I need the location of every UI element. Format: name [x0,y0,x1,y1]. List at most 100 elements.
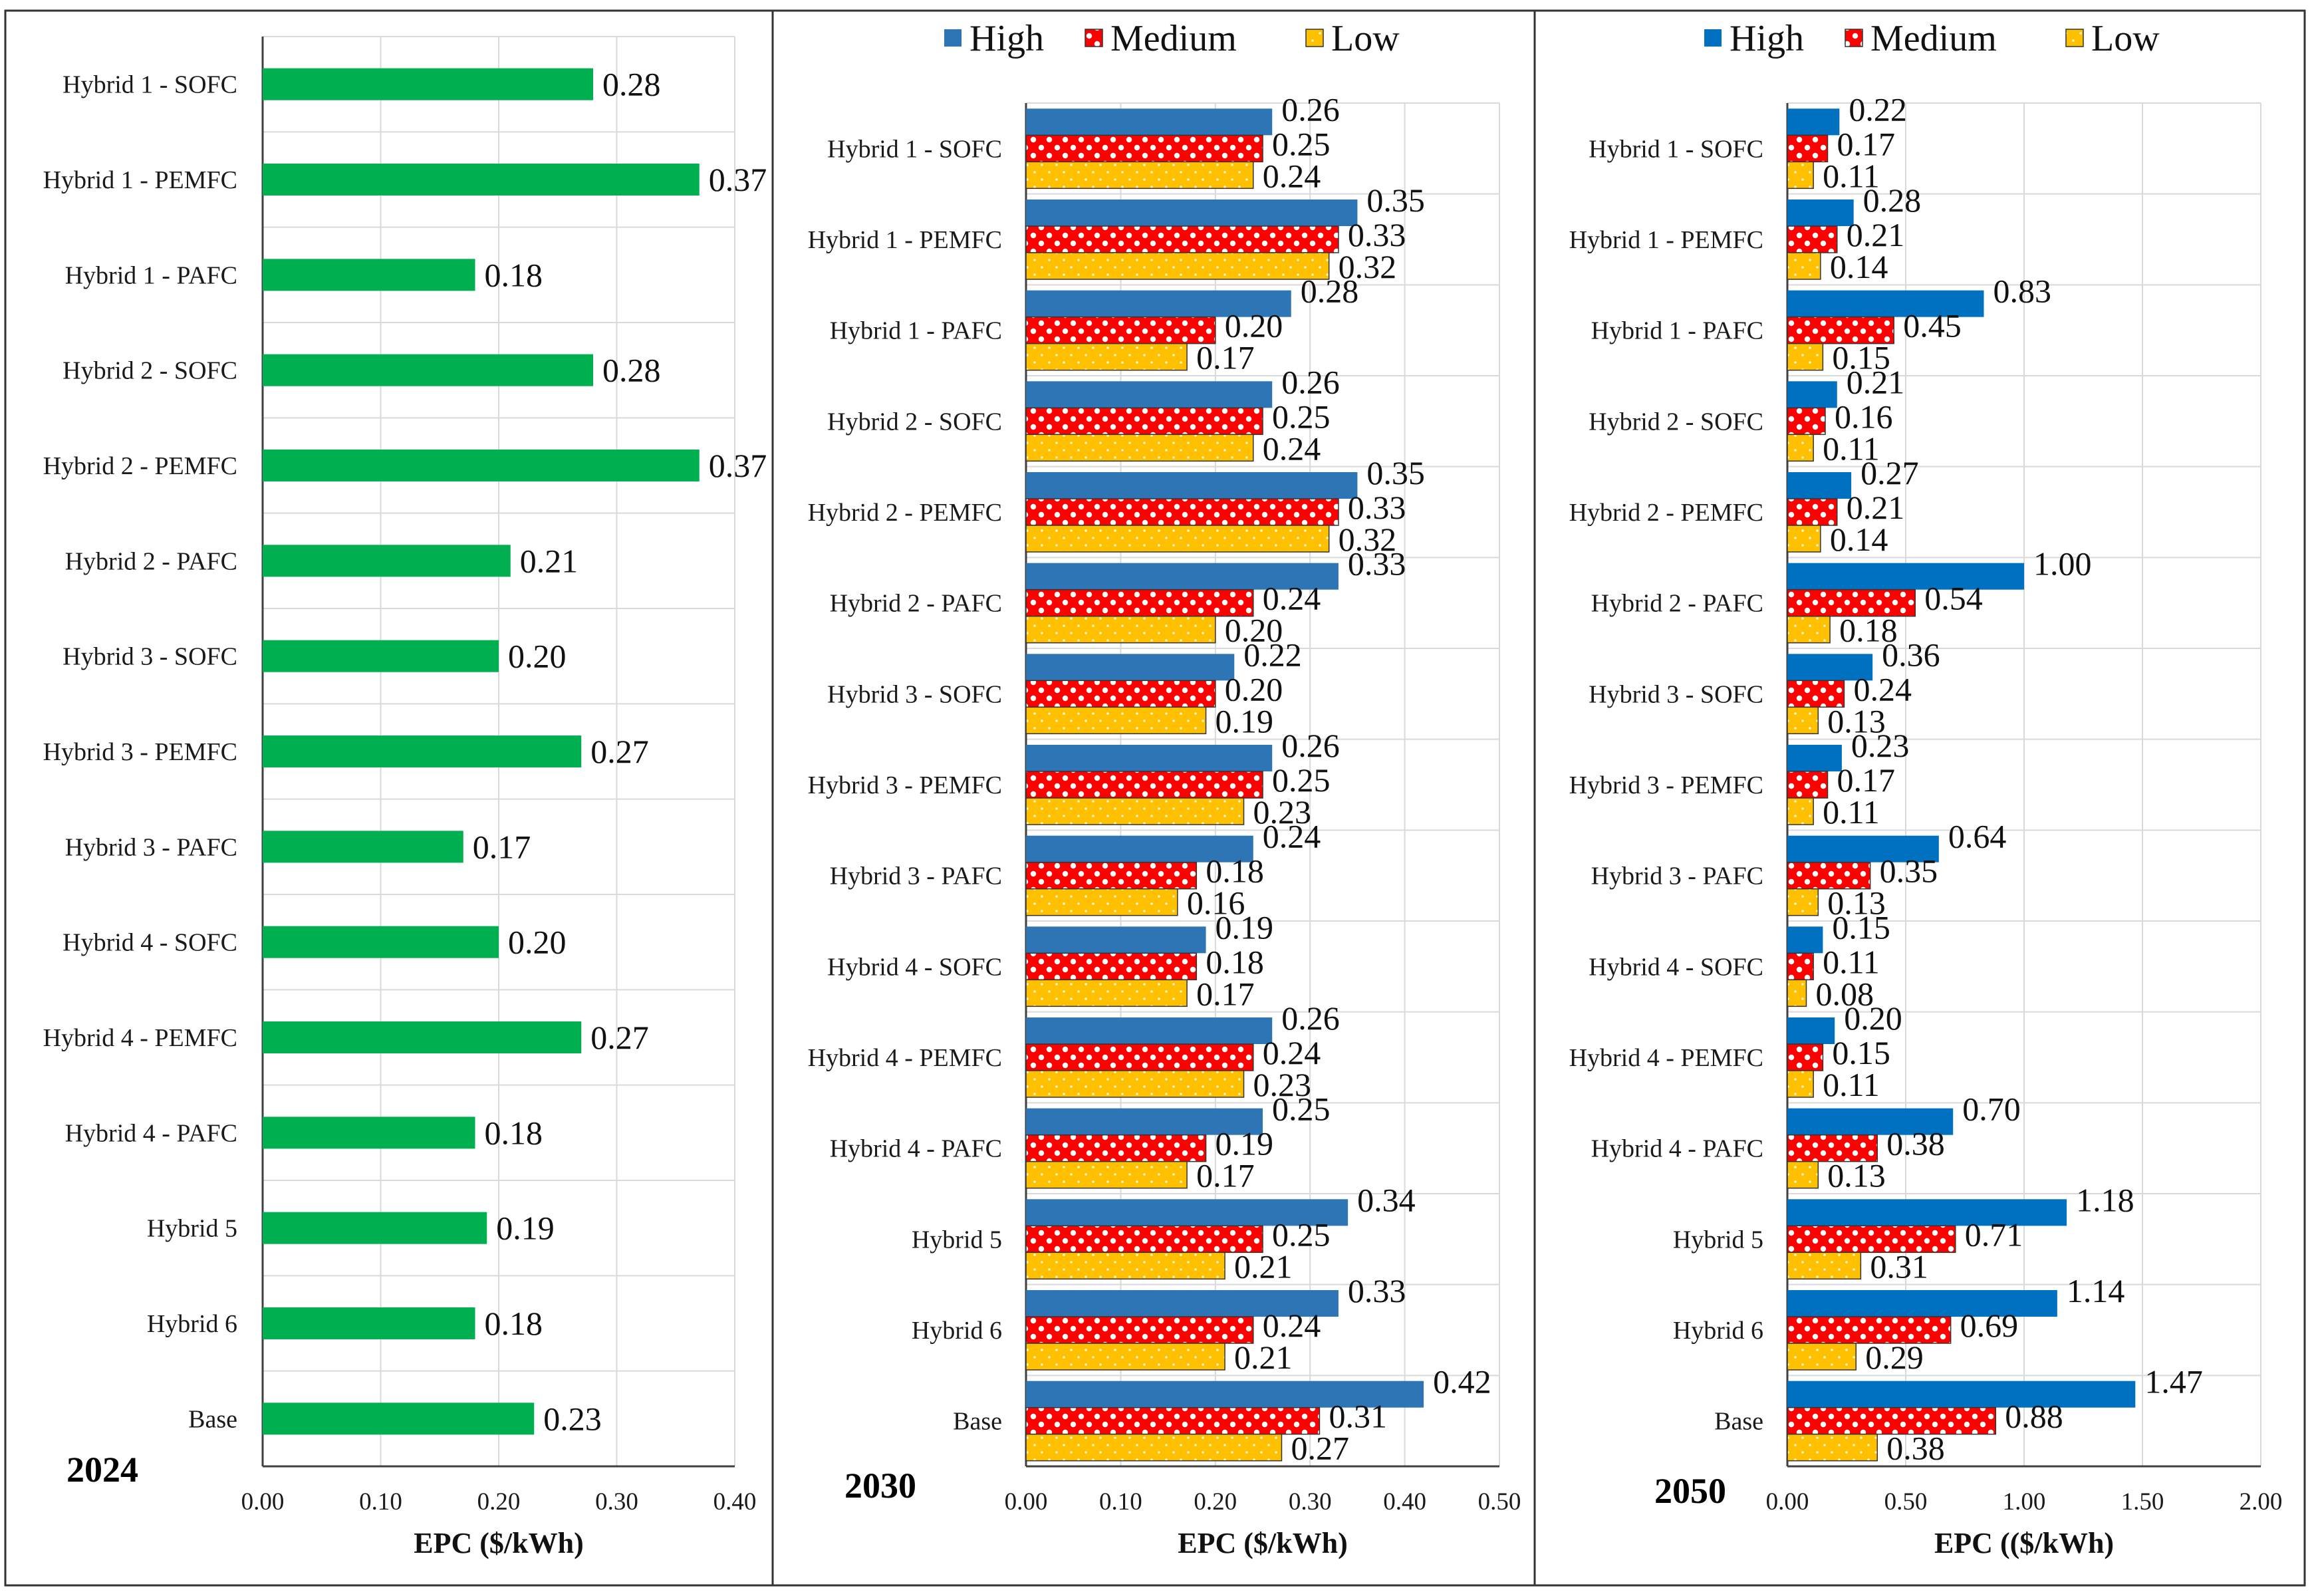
data-label-high: 0.24 [1263,818,1321,855]
category-label: Hybrid 2 - PAFC [1591,590,1763,618]
x-tick-label: 0.40 [1383,1488,1426,1516]
legend-swatch-low [2065,29,2084,47]
bar-epc [263,259,475,291]
data-label-high: 0.26 [1281,90,1340,128]
year-label: 2050 [1654,1471,1726,1511]
bar-low [1025,1070,1245,1098]
legend-swatch-medium [1085,29,1103,47]
data-label-low: 0.15 [1832,339,1890,376]
data-label-epc: 0.18 [485,1114,543,1151]
data-label-medium: 0.17 [1837,125,1896,162]
category-label: Hybrid 1 - SOFC [1589,135,1763,163]
data-label-low: 0.13 [1827,884,1886,922]
category-label: Hybrid 4 - PAFC [1591,1135,1763,1163]
data-label-low: 0.24 [1263,157,1321,194]
category-label: Hybrid 4 - PEMFC [43,1024,237,1052]
x-tick-label: 0.10 [1099,1488,1142,1516]
bar-epc [263,1402,535,1435]
category-label: Hybrid 5 [147,1215,237,1243]
data-label-medium: 0.20 [1225,307,1283,344]
bar-high [1787,1108,1954,1135]
data-label-medium: 0.25 [1272,398,1331,435]
legend-label-medium: Medium [1870,18,1997,59]
data-label-epc: 0.28 [602,66,661,103]
x-tick-label: 0.30 [595,1488,638,1516]
data-label-medium: 0.25 [1272,1216,1331,1253]
data-label-high: 0.33 [1348,1272,1406,1309]
x-tick-label: 0.40 [713,1488,757,1516]
bar-medium [1787,680,1845,708]
bar-high [1787,1199,2067,1226]
bar-high [1787,835,1939,863]
x-tick-label: 1.00 [2003,1488,2046,1516]
data-label-low: 0.32 [1339,248,1397,285]
data-label-medium: 0.38 [1886,1125,1945,1162]
data-label-medium: 0.88 [2005,1398,2063,1435]
legend-swatch-medium [1845,29,1863,47]
category-label: Base [953,1408,1002,1436]
bar-high [1026,745,1273,771]
bar-epc [263,545,511,577]
bar-medium [1025,680,1216,708]
data-label-medium: 0.33 [1348,216,1406,253]
data-label-low: 0.21 [1234,1248,1293,1285]
x-tick-label: 2.00 [2240,1488,2283,1516]
data-label-epc: 0.28 [602,352,661,389]
data-label-high: 0.23 [1851,727,1910,764]
bar-low [1025,342,1188,371]
year-label: 2030 [844,1466,916,1506]
bar-epc [263,1212,487,1244]
data-label-medium: 0.17 [1837,761,1896,799]
x-tick-label: 0.00 [1766,1488,1809,1516]
category-label: Hybrid 1 - PAFC [65,261,237,289]
bar-low [1025,979,1188,1007]
data-label-low: 0.20 [1225,612,1283,649]
legend-label-high: High [969,18,1044,59]
data-label-high: 0.26 [1281,999,1340,1037]
data-label-medium: 0.45 [1903,307,1962,344]
category-label: Hybrid 3 - PEMFC [1569,771,1763,799]
legend-label-low: Low [2091,18,2160,59]
bar-low [1025,706,1207,735]
data-label-medium: 0.25 [1272,125,1331,162]
bar-medium [1787,407,1826,436]
bar-medium [1025,407,1263,436]
bar-medium [1025,134,1263,163]
data-label-high: 0.15 [1832,908,1890,946]
bar-medium [1025,498,1339,526]
bar-epc [263,68,593,100]
data-label-low: 0.21 [1234,1339,1293,1376]
bar-medium [1025,861,1198,890]
data-label-medium: 0.24 [1263,1034,1321,1071]
category-label: Hybrid 3 - SOFC [1589,680,1763,708]
data-label-epc: 0.37 [709,161,767,198]
data-label-high: 0.25 [1272,1091,1331,1128]
data-label-high: 0.34 [1357,1181,1416,1218]
bar-medium [1787,1043,1824,1071]
x-axis-title: EPC ($/kWh) [1178,1527,1347,1559]
data-label-high: 0.26 [1281,727,1340,764]
bar-low [1025,1252,1225,1280]
bar-low [1787,434,1814,462]
bar-low [1025,525,1330,553]
bar-high [1026,835,1253,863]
data-label-medium: 0.16 [1835,398,1893,435]
data-label-epc: 0.21 [520,542,578,579]
data-label-medium: 0.24 [1263,580,1321,617]
data-label-low: 0.11 [1823,1066,1880,1103]
data-label-low: 0.11 [1823,430,1880,467]
x-tick-label: 0.20 [477,1488,521,1516]
bar-high [1787,1290,2057,1317]
data-label-medium: 0.19 [1216,1125,1274,1162]
legend-label-medium: Medium [1110,18,1237,59]
data-label-medium: 0.71 [1965,1216,2023,1253]
category-label: Hybrid 1 - PAFC [830,317,1002,345]
data-label-high: 0.27 [1861,454,1919,491]
bar-high [1787,745,1842,771]
data-label-high: 0.35 [1366,454,1425,491]
data-label-epc: 0.19 [496,1210,555,1247]
bar-medium [1787,134,1829,163]
data-label-high: 0.26 [1281,363,1340,400]
data-label-medium: 0.31 [1329,1398,1387,1435]
